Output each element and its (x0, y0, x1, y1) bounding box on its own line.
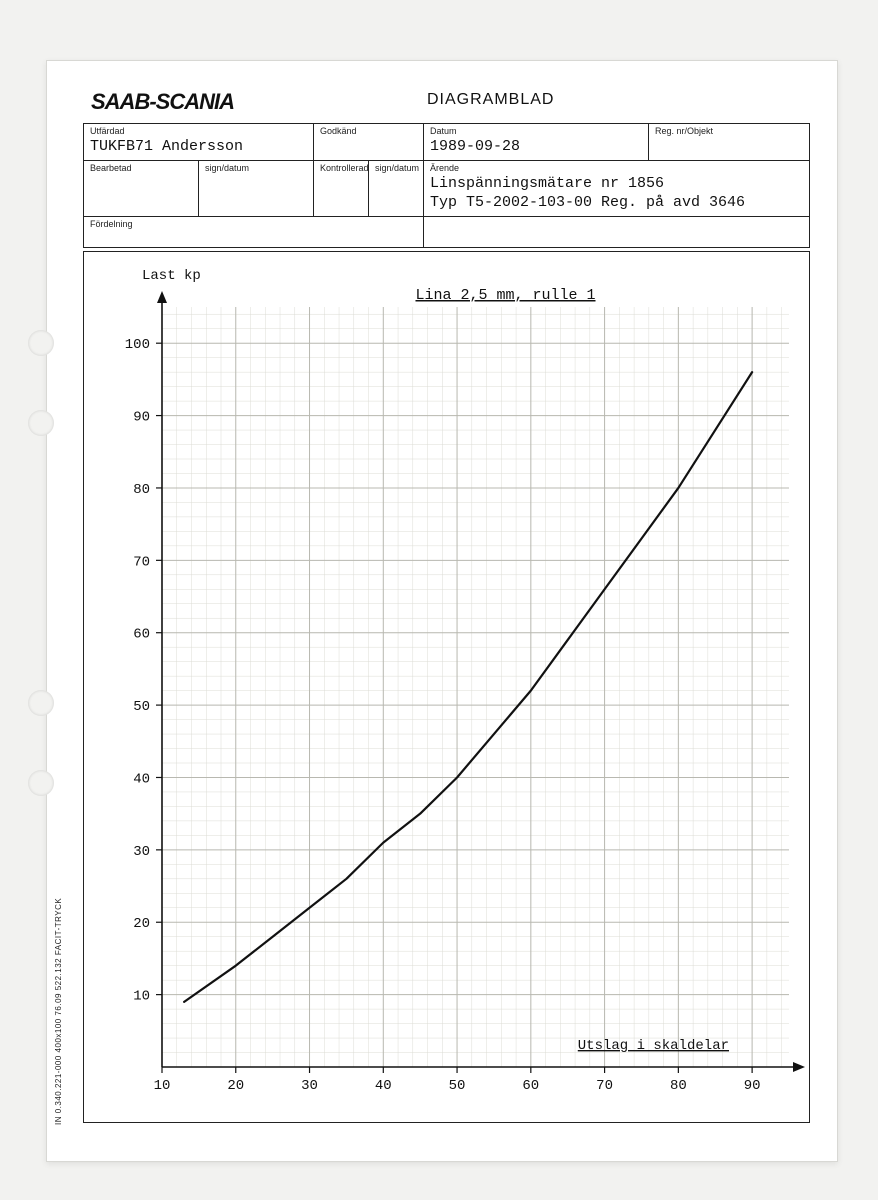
svg-text:30: 30 (301, 1078, 318, 1094)
svg-text:100: 100 (125, 337, 150, 353)
svg-text:60: 60 (522, 1078, 539, 1094)
svg-text:10: 10 (133, 989, 150, 1005)
svg-text:50: 50 (133, 699, 150, 715)
punch-hole (28, 770, 54, 796)
form-header: Utfärdad TUKFB71 Andersson Godkänd Datum… (83, 123, 810, 248)
arende-line2: Typ T5-2002-103-00 Reg. på avd 3646 (430, 194, 745, 211)
svg-text:80: 80 (670, 1078, 687, 1094)
punch-hole (28, 330, 54, 356)
svg-text:60: 60 (133, 627, 150, 643)
godkand-label: Godkänd (320, 126, 417, 137)
svg-text:Utslag i skaldelar: Utslag i skaldelar (578, 1038, 729, 1054)
svg-text:70: 70 (596, 1078, 613, 1094)
bearbetad-label: Bearbetad (90, 163, 192, 174)
arende-line1: Linspänningsmätare nr 1856 (430, 175, 664, 192)
sign2-label: sign/datum (375, 163, 417, 174)
svg-text:40: 40 (133, 771, 150, 787)
sheet: SAAB-SCANIA DIAGRAMBLAD Utfärdad TUKFB71… (46, 60, 838, 1162)
svg-text:50: 50 (449, 1078, 466, 1094)
svg-text:70: 70 (133, 554, 150, 570)
svg-text:Last kp: Last kp (142, 268, 201, 284)
svg-text:80: 80 (133, 482, 150, 498)
svg-text:90: 90 (744, 1078, 761, 1094)
punch-hole (28, 690, 54, 716)
svg-text:30: 30 (133, 844, 150, 860)
datum-label: Datum (430, 126, 642, 137)
regnr-label: Reg. nr/Objekt (655, 126, 803, 137)
logo-text: SAAB-SCANIA (91, 89, 234, 115)
fordelning-label: Fördelning (90, 219, 417, 230)
svg-text:10: 10 (154, 1078, 171, 1094)
doc-title: DIAGRAMBLAD (427, 91, 554, 109)
utfardad-value: TUKFB71 Andersson (90, 138, 243, 155)
datum-value: 1989-09-28 (430, 138, 520, 155)
punch-hole (28, 410, 54, 436)
utfardad-label: Utfärdad (90, 126, 307, 137)
sign1-label: sign/datum (205, 163, 307, 174)
svg-text:20: 20 (133, 916, 150, 932)
svg-text:20: 20 (227, 1078, 244, 1094)
side-print-text: IN 0.340.221-000 400x100 76.09 522.132 F… (54, 898, 63, 1125)
svg-text:90: 90 (133, 410, 150, 426)
svg-text:40: 40 (375, 1078, 392, 1094)
svg-text:Lina 2,5 mm, rulle 1: Lina 2,5 mm, rulle 1 (415, 287, 595, 304)
chart-svg: 10 20 30 40 50 60 70 80 90 10 20 30 40 50 60 70 80 90 100 L… (84, 252, 809, 1122)
kontrollerad-label: Kontrollerad (320, 163, 362, 174)
chart-area: 10 20 30 40 50 60 70 80 90 10 20 30 40 50 60 70 80 90 100 L… (83, 251, 810, 1123)
arende-label: Ärende (430, 163, 803, 174)
page: SAAB-SCANIA DIAGRAMBLAD Utfärdad TUKFB71… (0, 0, 878, 1200)
